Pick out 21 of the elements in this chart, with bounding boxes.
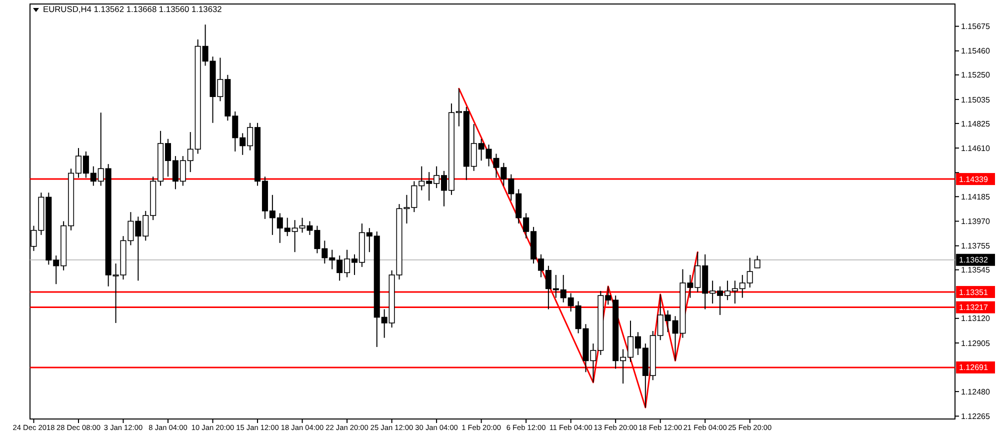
- y-tick-label: 1.13120: [961, 314, 990, 324]
- y-tick-label: 1.15460: [961, 46, 990, 56]
- ref-line-label: 1.14339: [959, 174, 988, 184]
- y-tick-label: 1.12265: [961, 412, 990, 421]
- y-tick-label: 1.15250: [961, 70, 990, 80]
- candlestick: [754, 255, 760, 269]
- y-tick-label: 1.15675: [961, 22, 990, 32]
- chart-title: EURUSD,H4 1.13562 1.13668 1.13560 1.13632: [43, 4, 222, 14]
- y-tick-label: 1.14610: [961, 144, 990, 153]
- y-tick-label: 1.12480: [961, 387, 990, 396]
- y-tick-label: 1.12905: [961, 338, 990, 348]
- y-tick-label: 1.13970: [961, 217, 990, 226]
- ref-line-label: 1.12691: [959, 363, 988, 372]
- y-tick-label: 1.14825: [961, 119, 990, 128]
- y-tick-label: 1.14185: [961, 192, 990, 202]
- y-tick-label: 1.13545: [961, 266, 990, 275]
- y-tick-label: 1.15035: [961, 95, 990, 104]
- y-tick-label: 1.13755: [961, 242, 990, 251]
- ref-line-label: 1.13351: [959, 288, 988, 297]
- ref-line-label: 1.13632: [959, 256, 988, 265]
- ref-line-label: 1.13217: [959, 303, 988, 312]
